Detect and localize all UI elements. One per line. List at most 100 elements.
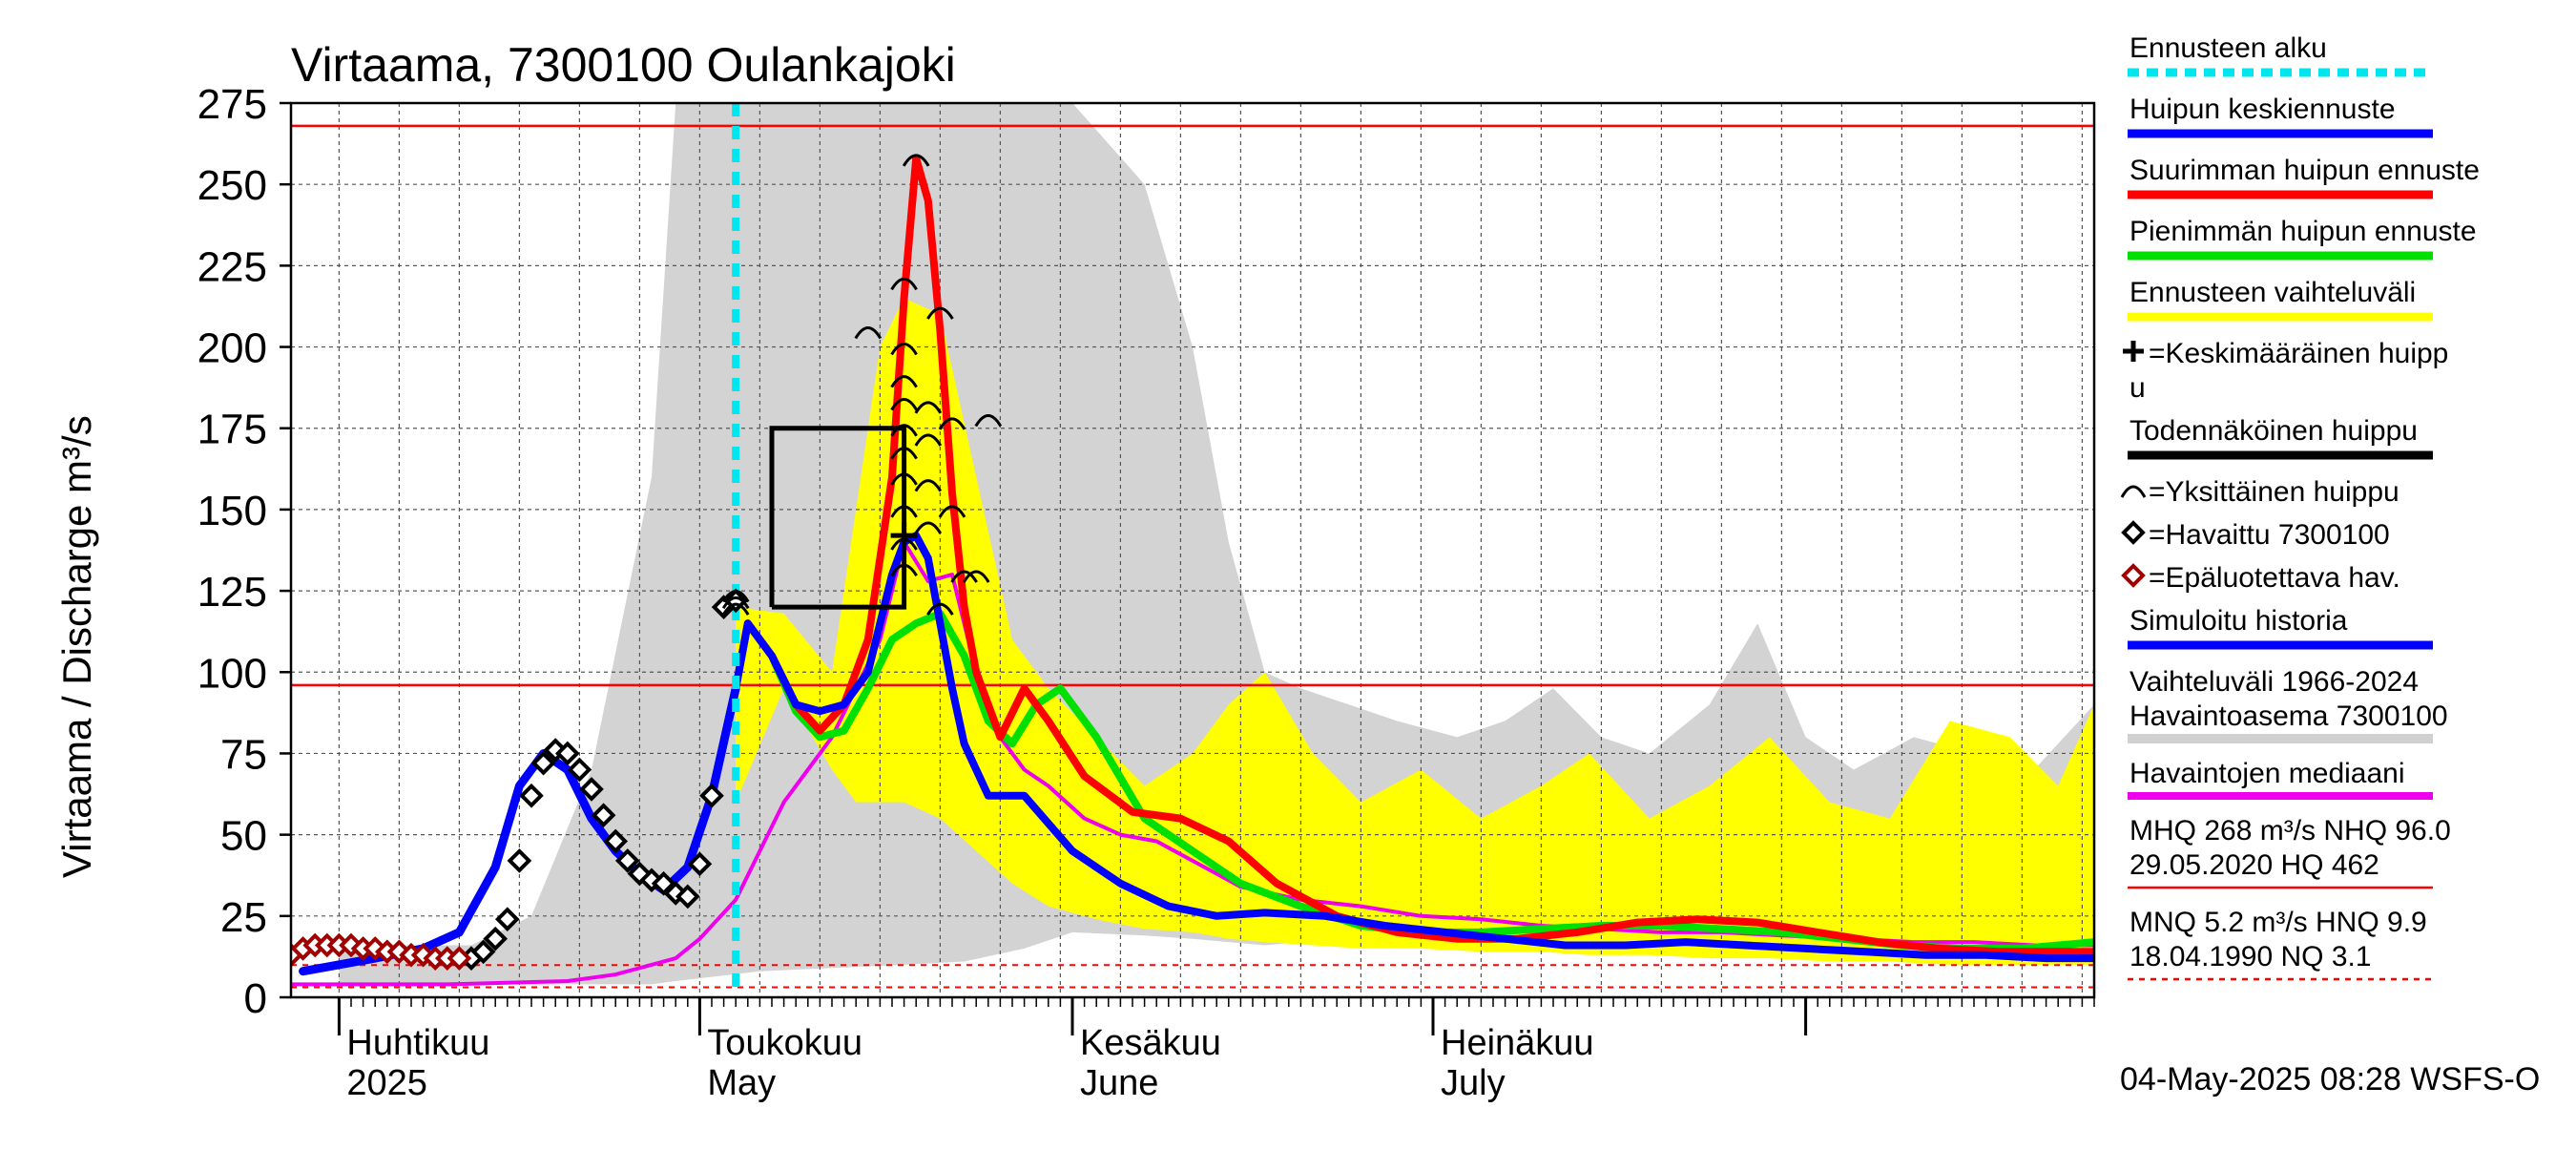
observed-point — [470, 939, 496, 965]
legend-label: Huipun keskiennuste — [2129, 94, 2396, 125]
legend-item: MHQ 268 m³/s NHQ 96.029.05.2020 HQ 462 — [2128, 815, 2451, 889]
y-tick-label: 100 — [197, 650, 267, 697]
footer-timestamp: 04-May-2025 08:28 WSFS-O — [2120, 1061, 2540, 1098]
legend-diamond-icon — [2121, 563, 2146, 588]
observed-point — [591, 803, 616, 828]
individual-peak-marker — [902, 154, 930, 167]
legend-label: Havaintojen mediaani — [2129, 758, 2405, 789]
legend-label: 18.04.1990 NQ 3.1 — [2129, 941, 2372, 972]
legend-diamond-icon — [2121, 520, 2146, 545]
observed-point — [687, 851, 713, 877]
individual-peak-marker — [854, 326, 883, 340]
legend-label: Ennusteen vaihteluväli — [2129, 277, 2416, 308]
individual-peak-marker — [890, 277, 918, 291]
legend-item: Suurimman huipun ennuste — [2128, 155, 2480, 199]
legend-item: Havaintojen mediaani — [2128, 758, 2433, 800]
y-tick-label: 50 — [220, 813, 267, 860]
historical-range-band — [339, 103, 2094, 985]
mean-peak-forecast-line — [732, 532, 2094, 963]
individual-peak-marker — [890, 343, 918, 356]
individual-peak-marker — [914, 521, 943, 534]
individual-peak-marker — [721, 602, 750, 616]
legend-arc-icon — [2120, 485, 2147, 498]
individual-peak-marker — [950, 570, 978, 583]
individual-peak-marker — [890, 424, 918, 437]
y-tick-label: 175 — [197, 407, 267, 453]
individual-peak-marker — [914, 433, 943, 447]
legend-label: Vaihteluväli 1966-2024 — [2129, 666, 2419, 698]
observed-point — [699, 783, 724, 808]
individual-peak-marker — [926, 306, 954, 320]
y-axis-label: Virtaama / Discharge m³/s — [54, 415, 99, 878]
unreliable-observed-point — [447, 946, 472, 971]
legend-label: =Epäluotettava hav. — [2149, 562, 2400, 594]
individual-peak-marker — [890, 505, 918, 518]
forecast-range-band — [736, 298, 2094, 965]
min-peak-forecast-line — [732, 609, 2094, 952]
individual-peak-marker — [926, 602, 954, 616]
legend-plus-icon — [2123, 341, 2144, 362]
individual-peak-marker — [974, 414, 1003, 428]
legend-item: =Havaittu 7300100 — [2121, 519, 2390, 551]
median-line — [291, 540, 2094, 987]
legend-item: =Yksittäinen huippu — [2120, 476, 2399, 508]
y-tick-label: 225 — [197, 243, 267, 290]
individual-peak-marker — [914, 401, 943, 414]
legend-item: Simuloitu historia — [2128, 605, 2433, 650]
x-month-label: Huhtikuu — [346, 1023, 489, 1063]
axes: 0 25 50 75 100 125 150 175 200 225 250 275 Huhtikuu2… — [197, 81, 2096, 1103]
individual-peak-marker — [890, 472, 918, 486]
legend-label-wrap: u — [2129, 372, 2146, 404]
legend-item: Vaihteluväli 1966-2024 Havaintoasema 730… — [2128, 666, 2448, 743]
legend-label: =Yksittäinen huippu — [2149, 476, 2399, 508]
y-tick-label: 275 — [197, 81, 267, 128]
observed-point — [494, 907, 520, 932]
observed-point — [579, 777, 604, 802]
individual-peak-marker — [890, 375, 918, 388]
observed-point — [614, 848, 640, 873]
observed-point — [507, 848, 532, 873]
y-tick-label: 25 — [220, 894, 267, 941]
y-tick-label: 250 — [197, 162, 267, 209]
legend-label: 29.05.2020 HQ 462 — [2129, 849, 2379, 881]
y-tick-label: 125 — [197, 569, 267, 616]
legend-item: Huipun keskiennuste — [2128, 94, 2433, 138]
individual-peak-marker — [890, 398, 918, 411]
observed-point — [675, 884, 700, 910]
legend-label: MHQ 268 m³/s NHQ 96.0 — [2129, 815, 2451, 847]
x-month-label: Toukokuu — [707, 1023, 862, 1063]
legend: Ennusteen alku Huipun keskiennuste Suurimm… — [2120, 32, 2480, 981]
observed-point — [519, 783, 544, 808]
individual-peak-marker — [938, 417, 966, 430]
x-month-sublabel: May — [707, 1063, 776, 1103]
legend-label: MNQ 5.2 m³/s HNQ 9.9 — [2129, 907, 2427, 938]
observed-point — [554, 741, 580, 766]
individual-peak-marker — [721, 590, 750, 603]
legend-item: MNQ 5.2 m³/s HNQ 9.918.04.1990 NQ 3.1 — [2128, 907, 2433, 981]
x-month-sublabel: July — [1441, 1063, 1506, 1103]
max-peak-forecast-line — [732, 154, 2094, 956]
individual-peak-marker — [962, 570, 990, 583]
individual-peak-marker — [938, 505, 966, 518]
legend-label: Todennäköinen huippu — [2129, 415, 2418, 447]
legend-label: =Havaittu 7300100 — [2149, 519, 2390, 551]
y-tick-label: 75 — [220, 731, 267, 778]
individual-peak-marker — [721, 596, 750, 610]
legend-label: Suurimman huipun ennuste — [2129, 155, 2480, 186]
legend-item: =Epäluotettava hav. — [2121, 562, 2400, 594]
plot-area — [291, 103, 2094, 997]
legend-item: =Keskimääräinen huippu — [2123, 338, 2448, 404]
legend-item: Todennäköinen huippu — [2128, 415, 2433, 460]
individual-peak-marker — [890, 563, 918, 577]
individual-peak-marker — [890, 447, 918, 460]
observed-point — [567, 757, 592, 783]
observed-point — [530, 750, 556, 776]
probable-peak-box — [769, 426, 907, 610]
x-month-label: Heinäkuu — [1441, 1023, 1594, 1063]
x-month-label: Kesäkuu — [1080, 1023, 1221, 1063]
legend-item: Ennusteen alku — [2128, 32, 2433, 77]
y-tick-label: 150 — [197, 488, 267, 534]
legend-label: =Keskimääräinen huipp — [2149, 338, 2448, 369]
